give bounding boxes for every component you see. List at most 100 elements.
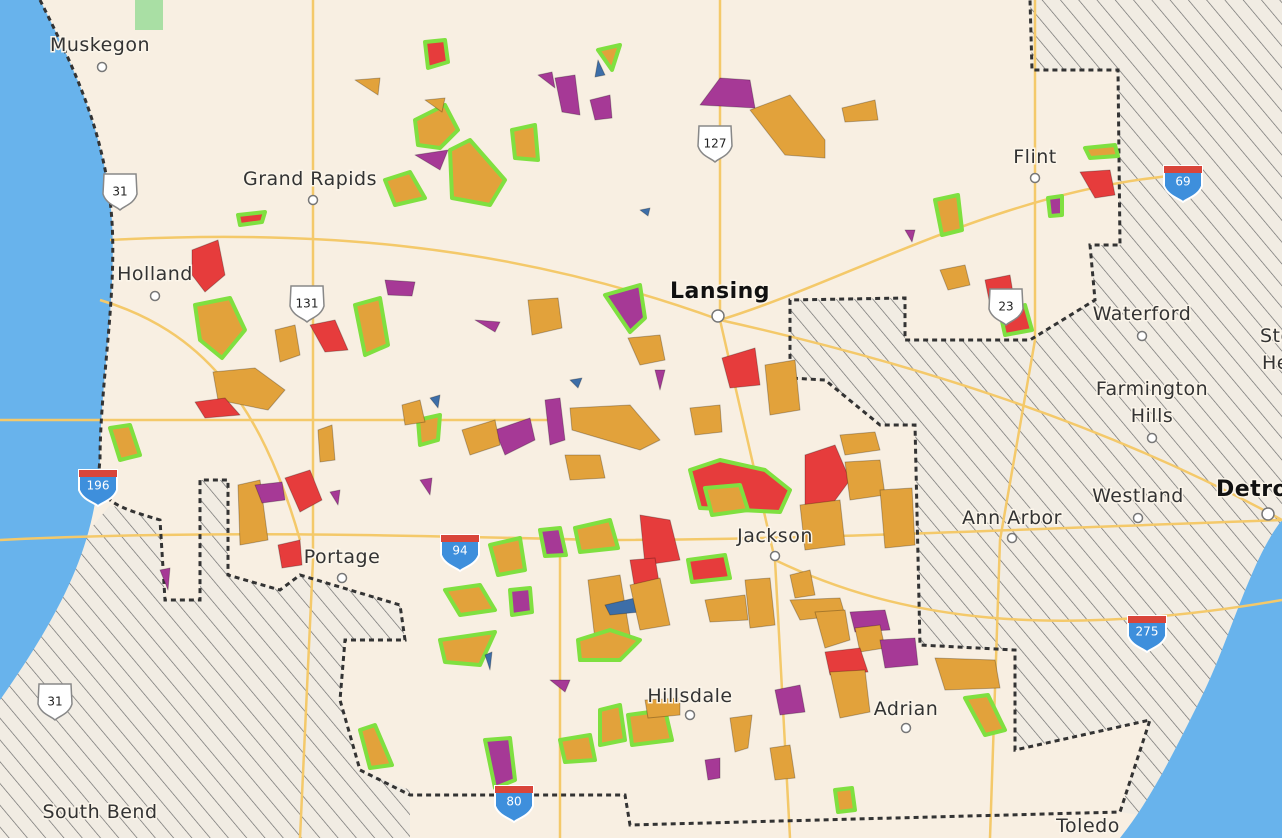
region xyxy=(749,94,826,159)
region xyxy=(414,149,449,171)
region xyxy=(789,569,816,599)
region xyxy=(309,319,349,353)
region xyxy=(844,459,886,501)
region xyxy=(159,567,171,591)
region xyxy=(686,553,732,584)
region xyxy=(639,514,681,566)
region xyxy=(488,536,527,577)
us-shield xyxy=(37,683,73,722)
region xyxy=(594,59,606,78)
region xyxy=(554,74,581,116)
region xyxy=(833,786,857,814)
region xyxy=(474,319,501,333)
interstate-shield xyxy=(494,785,534,824)
city-label: Farmington xyxy=(1096,378,1208,400)
region xyxy=(558,733,597,764)
region xyxy=(510,123,540,162)
region xyxy=(329,489,341,506)
city-labels: Muskegon Grand Rapids Holland Lansing Fl… xyxy=(41,33,1282,838)
region xyxy=(443,583,497,617)
city-label: Hills xyxy=(1131,405,1174,427)
city-label: Adrian xyxy=(874,698,939,720)
highway-shields: 31 127 131 23 31 69 196 94 275 80 xyxy=(37,125,1203,824)
region xyxy=(483,736,517,790)
shield-label: 196 xyxy=(87,479,110,493)
region xyxy=(703,483,750,517)
region xyxy=(744,577,776,629)
city-label: Toledo xyxy=(1055,815,1120,837)
region xyxy=(879,637,919,669)
region xyxy=(354,77,381,96)
shield-label: 31 xyxy=(47,695,62,709)
region xyxy=(704,757,721,781)
region xyxy=(774,684,806,716)
region xyxy=(769,744,796,781)
region xyxy=(799,499,846,551)
region xyxy=(934,657,1001,691)
city-label: Sterling xyxy=(1260,325,1282,347)
interstate-band xyxy=(79,470,117,477)
region xyxy=(494,417,536,456)
shield-label: 69 xyxy=(1175,175,1190,189)
park xyxy=(135,0,163,30)
city-label: Waterford xyxy=(1093,303,1192,325)
region xyxy=(416,413,442,447)
region xyxy=(699,77,756,109)
region xyxy=(1083,143,1120,160)
city-label: Flint xyxy=(1013,146,1056,168)
city-label: Ann Arbor xyxy=(962,507,1062,529)
region xyxy=(839,431,881,456)
region xyxy=(527,297,563,336)
region xyxy=(963,693,1007,737)
region xyxy=(423,38,450,70)
region xyxy=(824,647,869,676)
city-label: Heights xyxy=(1262,352,1282,374)
region xyxy=(639,207,651,217)
us-shield xyxy=(102,173,138,212)
interstate-shield xyxy=(1127,615,1167,654)
region xyxy=(829,669,871,719)
region xyxy=(589,94,613,121)
region xyxy=(704,594,749,623)
city-label: South Bend xyxy=(42,801,157,823)
region xyxy=(573,518,620,554)
city-label: Holland xyxy=(117,263,193,285)
region xyxy=(596,43,622,72)
region xyxy=(841,99,879,123)
us-shield xyxy=(289,285,325,324)
shield-label: 23 xyxy=(998,300,1013,314)
region xyxy=(212,367,286,411)
region xyxy=(194,397,241,419)
region xyxy=(603,283,647,334)
region xyxy=(236,210,267,227)
region xyxy=(804,444,851,511)
region xyxy=(729,714,753,753)
interstate-shield xyxy=(440,534,480,573)
interstate-band xyxy=(495,786,533,793)
region xyxy=(484,651,493,671)
city-label: Grand Rapids xyxy=(243,168,377,190)
region xyxy=(814,609,851,649)
interstate-shield xyxy=(78,469,118,508)
region xyxy=(383,170,427,207)
shield-label: 31 xyxy=(112,185,127,199)
region xyxy=(284,469,323,513)
us-shield xyxy=(988,288,1024,327)
region xyxy=(549,679,571,693)
region xyxy=(429,394,441,409)
region xyxy=(538,526,568,558)
region xyxy=(939,264,971,291)
city-label: Jackson xyxy=(736,525,813,547)
region xyxy=(598,703,627,747)
region xyxy=(564,454,606,481)
region xyxy=(569,404,661,451)
shield-label: 94 xyxy=(452,544,467,558)
region xyxy=(644,697,681,719)
city-label: Muskegon xyxy=(50,34,150,56)
city-label: Portage xyxy=(304,546,381,568)
region xyxy=(654,369,666,391)
region xyxy=(384,279,416,297)
region xyxy=(191,239,226,293)
region xyxy=(879,487,916,549)
